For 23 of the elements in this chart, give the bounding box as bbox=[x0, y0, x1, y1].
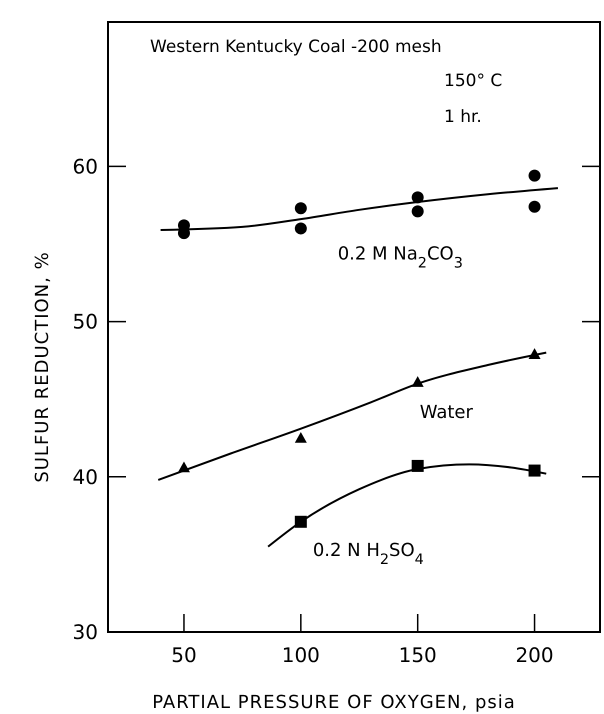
x-axis-title: PARTIAL PRESSURE OF OXYGEN, psia bbox=[152, 692, 516, 713]
x-tick-label: 100 bbox=[282, 643, 320, 667]
y-tick-label: 60 bbox=[72, 154, 98, 178]
annotation: 150° C bbox=[444, 71, 502, 91]
point bbox=[294, 222, 307, 234]
x-tick-label: 200 bbox=[515, 643, 554, 667]
y-tick-label: 30 bbox=[72, 620, 98, 644]
point bbox=[528, 200, 541, 213]
annotation: Western Kentucky Coal -200 mesh bbox=[150, 37, 442, 57]
point bbox=[294, 432, 307, 443]
series-label: 0.2 N H$_{2}$SO$_{4}$ bbox=[312, 540, 424, 568]
y-tick-label: 40 bbox=[72, 464, 98, 489]
annotation: 1 hr. bbox=[444, 107, 482, 127]
series-label: 0.2 M Na$_{2}$CO$_{3}$ bbox=[338, 243, 463, 272]
x-tick-label: 150 bbox=[398, 643, 437, 667]
point bbox=[294, 202, 307, 214]
y-tick-label: 50 bbox=[72, 310, 98, 334]
point bbox=[412, 205, 424, 218]
x-tick-label: 50 bbox=[171, 643, 197, 667]
line-series bbox=[157, 352, 548, 481]
y-axis-title: SULFUR REDUCTION, % bbox=[32, 251, 53, 483]
point bbox=[528, 170, 541, 182]
series-label: Water bbox=[420, 402, 474, 424]
